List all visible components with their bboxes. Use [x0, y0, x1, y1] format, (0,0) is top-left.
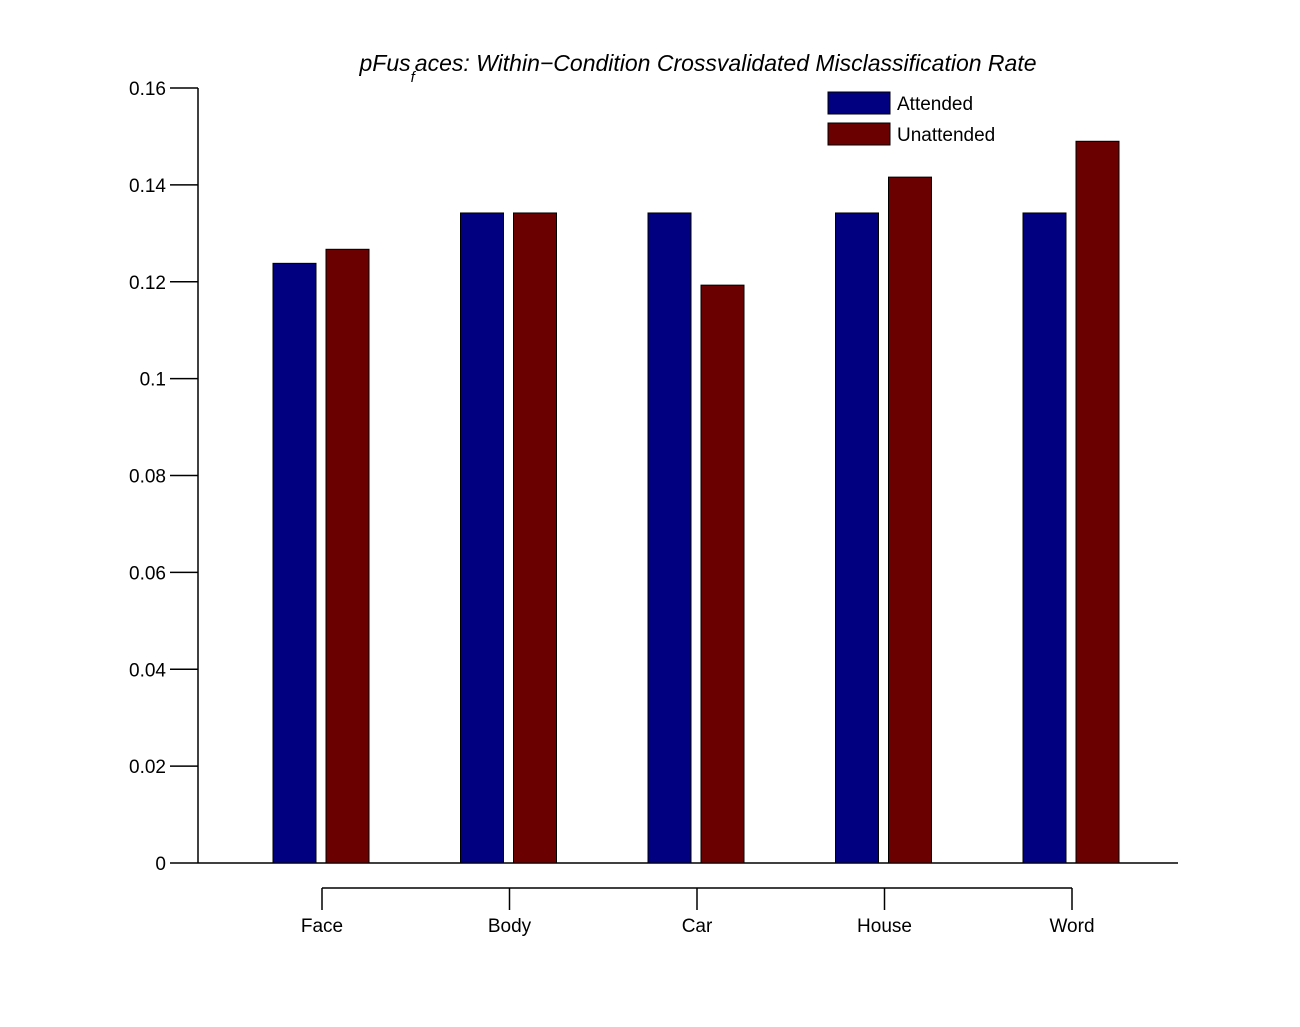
y-tick-label: 0 — [155, 854, 166, 875]
chart-title-subscript: f — [411, 69, 417, 86]
chart-title-main: pFus — [358, 50, 411, 76]
legend-label-attended: Attended — [897, 94, 973, 115]
y-tick-label: 0.08 — [129, 467, 166, 488]
x-tick-label: Word — [1049, 916, 1094, 937]
y-tick-label: 0.12 — [129, 273, 166, 294]
bar-unattended-body — [513, 212, 557, 864]
y-tick-label: 0.02 — [129, 757, 166, 778]
legend-swatch-attended — [827, 91, 891, 115]
bar-unattended-car — [700, 284, 745, 864]
bar-attended-car — [647, 212, 692, 864]
legend-label-unattended: Unattended — [897, 125, 995, 146]
x-tick-label: Car — [682, 916, 713, 937]
chart-title-rest: aces: Within−Condition Crossvalidated Mi… — [415, 50, 1037, 76]
y-tick-label: 0.14 — [129, 176, 166, 197]
y-tick-label: 0.06 — [129, 563, 166, 584]
y-tick-label: 0.16 — [129, 79, 166, 100]
bar-attended-face — [272, 262, 317, 864]
bar-attended-word — [1022, 212, 1067, 864]
y-tick-label: 0.04 — [129, 660, 166, 681]
y-tick-label: 0.1 — [140, 370, 166, 391]
bar-unattended-face — [325, 248, 370, 864]
legend-swatch-unattended — [827, 122, 891, 146]
bars — [272, 140, 1120, 864]
bar-attended-body — [460, 212, 504, 864]
axes: 0 0.02 0.04 0.06 0.08 0.1 0.12 0.14 0.16 Face Body… — [129, 79, 1178, 937]
bar-unattended-house — [888, 176, 932, 864]
legend: Attended Unattended — [827, 91, 995, 146]
chart-title: pFusfaces: Within−Condition Crossvalidat… — [358, 50, 1036, 86]
x-tick-label: Body — [488, 916, 532, 937]
bar-attended-house — [835, 212, 879, 864]
bar-unattended-word — [1075, 140, 1120, 864]
x-tick-label: House — [857, 916, 912, 937]
x-tick-label: Face — [301, 916, 343, 937]
